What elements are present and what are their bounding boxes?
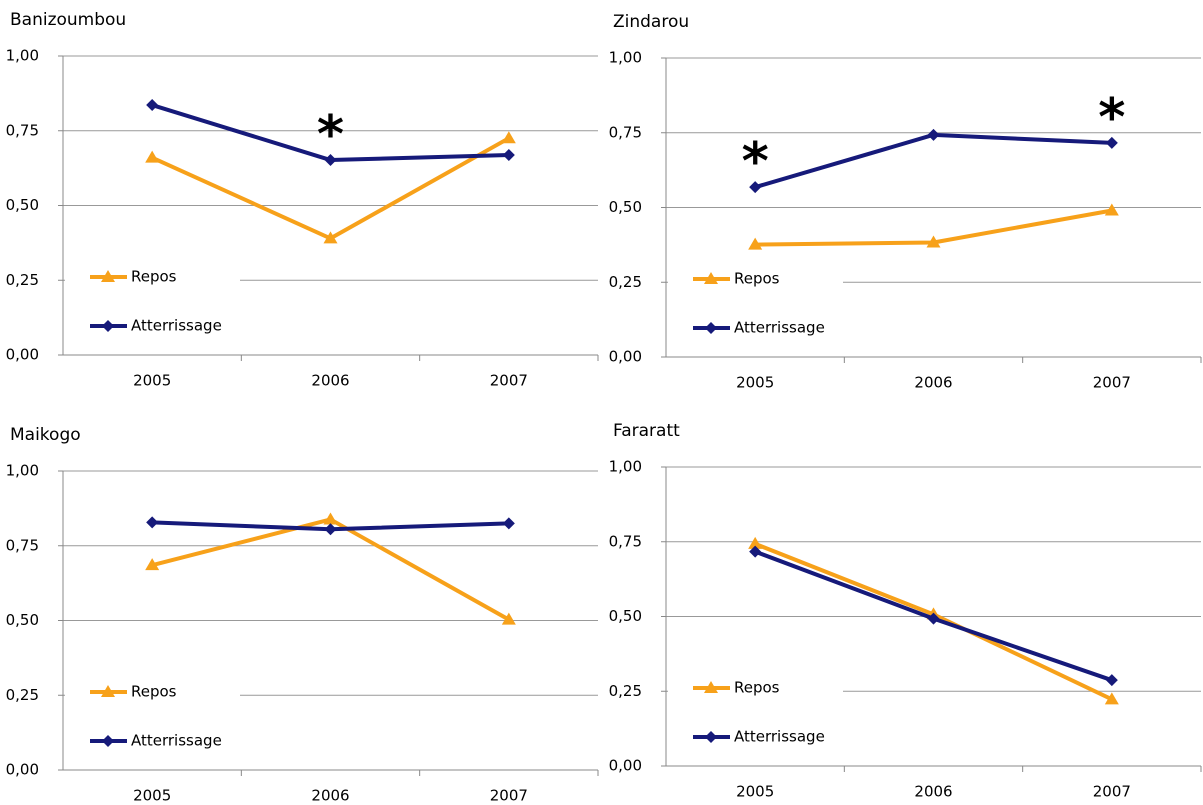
chart-title: Banizoumbou	[10, 10, 126, 30]
x-tick-label: 2005	[133, 372, 171, 390]
x-tick-label: 2007	[490, 372, 528, 390]
marker	[324, 523, 337, 536]
x-tick-label: 2006	[914, 783, 952, 801]
y-tick-label: 0,25	[609, 682, 642, 700]
x-tick-label: 2007	[490, 787, 528, 805]
legend-label: Atterrissage	[734, 319, 825, 337]
marker	[927, 612, 940, 625]
marker	[926, 235, 941, 248]
marker	[1105, 136, 1118, 149]
x-tick-label: 2005	[133, 787, 171, 805]
marker	[1105, 674, 1118, 687]
y-tick-label: 0,00	[609, 348, 642, 366]
y-tick-label: 1,00	[609, 458, 642, 476]
x-tick-label: 2006	[311, 372, 349, 390]
marker	[102, 320, 114, 332]
marker	[324, 154, 337, 167]
y-tick-label: 0,50	[609, 607, 642, 625]
legend-label: Atterrissage	[734, 728, 825, 746]
marker	[101, 685, 115, 697]
marker	[1104, 692, 1119, 705]
legend-label: Repos	[131, 683, 177, 701]
legend-label: Atterrissage	[131, 732, 222, 750]
y-tick-label: 1,00	[6, 462, 39, 480]
x-tick-label: 2005	[736, 374, 774, 392]
y-tick-label: 0,00	[6, 761, 39, 779]
y-tick-label: 0,00	[609, 757, 642, 775]
annotation: *	[1098, 88, 1125, 148]
chart-title: Fararatt	[613, 421, 680, 441]
marker	[749, 545, 762, 558]
y-tick-label: 0,25	[6, 686, 39, 704]
legend-label: Atterrissage	[131, 317, 222, 335]
marker	[102, 735, 114, 747]
marker	[749, 181, 762, 194]
y-tick-label: 0,50	[609, 198, 642, 216]
annotation: *	[742, 132, 769, 192]
x-tick-label: 2006	[311, 787, 349, 805]
marker	[748, 536, 763, 549]
y-tick-label: 0,00	[6, 346, 39, 364]
y-tick-label: 0,50	[6, 611, 39, 629]
marker	[323, 512, 338, 525]
y-tick-label: 0,50	[6, 196, 39, 214]
marker	[146, 99, 159, 112]
x-tick-label: 2007	[1093, 374, 1131, 392]
x-tick-label: 2005	[736, 783, 774, 801]
marker	[704, 681, 718, 693]
marker	[704, 272, 718, 284]
marker	[323, 231, 338, 244]
chart: Maikogo 0,00 0,25 0,50 0,75 1,00 2005 2006 2007 R…	[6, 425, 599, 805]
marker	[705, 731, 717, 743]
chart: Zindarou 0,00 0,25 0,50 0,75 1,00 2005 2006 2007…	[609, 12, 1202, 392]
y-tick-label: 1,00	[609, 49, 642, 67]
marker	[502, 148, 515, 161]
marker	[1104, 203, 1119, 216]
marker	[101, 270, 115, 282]
x-tick-label: 2007	[1093, 783, 1131, 801]
legend-label: Repos	[734, 270, 780, 288]
legend-label: Repos	[734, 679, 780, 697]
marker	[146, 516, 159, 529]
marker	[501, 131, 516, 144]
y-tick-label: 0,75	[609, 123, 642, 141]
y-tick-label: 0,25	[609, 273, 642, 291]
y-tick-label: 0,75	[609, 532, 642, 550]
legend-label: Repos	[131, 268, 177, 286]
marker	[502, 517, 515, 530]
marker	[927, 128, 940, 141]
marker	[705, 322, 717, 334]
y-tick-label: 0,25	[6, 271, 39, 289]
marker	[145, 558, 160, 571]
marker	[145, 150, 160, 163]
chart-title: Zindarou	[613, 12, 689, 32]
annotation: *	[317, 105, 344, 165]
y-tick-label: 0,75	[6, 121, 39, 139]
chart: Banizoumbou 0,00 0,25 0,50 0,75 1,00 2005 2006 2…	[6, 10, 599, 390]
series-line	[754, 132, 1112, 190]
chart-title: Maikogo	[10, 425, 81, 445]
marker	[748, 237, 763, 250]
x-tick-label: 2006	[914, 374, 952, 392]
y-tick-label: 1,00	[6, 47, 39, 65]
marker	[501, 612, 516, 625]
y-tick-label: 0,75	[6, 536, 39, 554]
chart: Fararatt 0,00 0,25 0,50 0,75 1,00 2005 2006 2007…	[609, 421, 1202, 801]
